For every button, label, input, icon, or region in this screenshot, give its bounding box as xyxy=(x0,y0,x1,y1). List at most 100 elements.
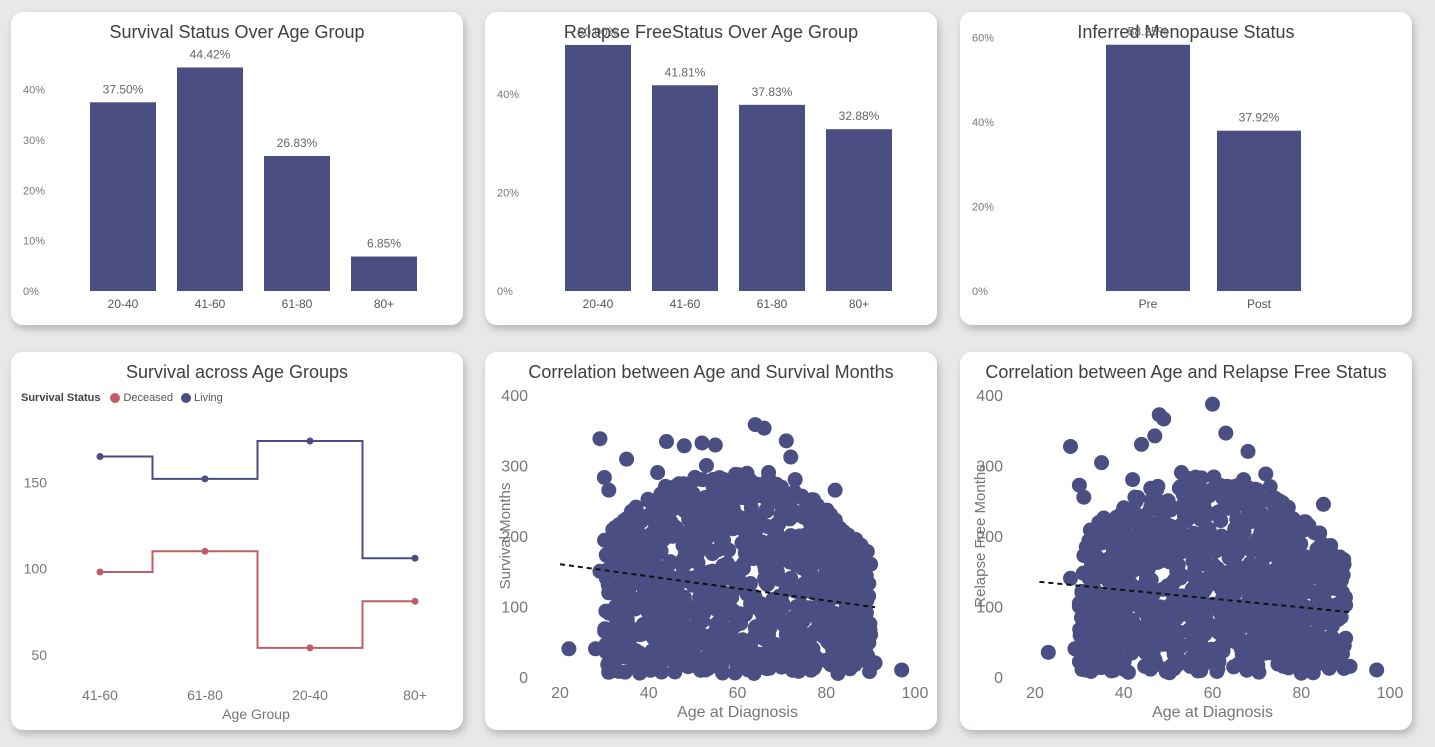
x-axis-title: Age Group xyxy=(222,706,290,722)
scatter-point xyxy=(1249,490,1265,506)
scatter-point xyxy=(1233,606,1249,622)
scatter-point xyxy=(679,600,695,616)
data-label: 44.42% xyxy=(190,47,231,61)
scatter-point xyxy=(616,579,632,595)
scatter-point xyxy=(694,509,710,525)
y-tick-label: 0% xyxy=(23,286,39,298)
legend-item-deceased[interactable]: Deceased xyxy=(110,392,173,404)
legend-item-living[interactable]: Living xyxy=(181,392,223,404)
bar xyxy=(565,44,631,291)
scatter-point xyxy=(1197,555,1213,571)
scatter-point xyxy=(1211,504,1227,520)
scatter-point xyxy=(761,470,777,486)
y-tick-label: 40% xyxy=(23,85,45,97)
trend-line xyxy=(1039,580,1351,614)
scatter-point xyxy=(1108,515,1124,531)
scatter-point xyxy=(1150,502,1166,518)
scatter-point xyxy=(1116,629,1132,645)
scatter-point xyxy=(1172,624,1188,640)
scatter-point xyxy=(1146,516,1162,532)
scatter-point xyxy=(1315,496,1331,512)
scatter-point xyxy=(730,485,746,501)
scatter-point xyxy=(766,606,782,622)
scatter-point xyxy=(1207,543,1223,559)
scatter-point xyxy=(786,484,802,500)
scatter-point xyxy=(629,552,645,568)
scatter-point xyxy=(1101,552,1117,568)
scatter-point xyxy=(715,538,731,554)
scatter-point xyxy=(632,539,648,555)
scatter-point xyxy=(1111,568,1127,584)
scatter-point xyxy=(1218,425,1234,441)
y-tick-label: 0 xyxy=(519,670,528,687)
scatter-point xyxy=(728,466,744,482)
scatter-point xyxy=(1173,567,1189,583)
scatter-point xyxy=(1145,586,1161,602)
scatter-point xyxy=(693,662,709,678)
scatter-points xyxy=(561,417,910,681)
scatter-point xyxy=(1218,606,1234,622)
scatter-point xyxy=(774,532,790,548)
scatter-point xyxy=(1268,530,1284,546)
scatter-point xyxy=(846,533,862,549)
y-tick-label: 10% xyxy=(23,236,45,248)
bar xyxy=(90,102,156,292)
scatter-point xyxy=(1159,578,1175,594)
scatter-point xyxy=(1264,585,1280,601)
x-tick-label: 60 xyxy=(729,685,747,702)
scatter-points xyxy=(1040,396,1385,681)
scatter-point xyxy=(772,545,788,561)
scatter-point xyxy=(653,501,669,517)
bar xyxy=(739,104,805,291)
y-tick-label: 100 xyxy=(501,600,528,617)
legend: Survival Status Deceased Living xyxy=(21,392,227,404)
scatter-point xyxy=(1132,585,1148,601)
scatter-point xyxy=(1094,610,1110,626)
scatter-point xyxy=(735,560,751,576)
scatter-point xyxy=(1240,443,1256,459)
scatter-point xyxy=(1198,608,1214,624)
scatter-point xyxy=(743,473,759,489)
scatter-point xyxy=(783,449,799,465)
scatter-point xyxy=(1162,549,1178,565)
scatter-point xyxy=(862,664,878,680)
scatter-point xyxy=(1197,626,1213,642)
scatter-point xyxy=(611,591,627,607)
chart-title: Survival across Age Groups xyxy=(125,362,349,382)
chart-title: Correlation between Age and Relapse Free… xyxy=(985,362,1387,382)
scatter-point xyxy=(811,615,827,631)
scatter-point xyxy=(1134,436,1149,452)
scatter-point xyxy=(1235,488,1251,504)
scatter-point xyxy=(1184,650,1200,666)
scatter-point xyxy=(1254,630,1270,646)
scatter-point xyxy=(727,651,743,667)
y-tick-label: 200 xyxy=(976,529,1003,546)
scatter-point xyxy=(1170,528,1186,544)
scatter-point xyxy=(745,490,761,506)
scatter-point xyxy=(806,660,822,676)
scatter-point xyxy=(684,543,700,559)
scatter-point xyxy=(668,498,684,514)
scatter-point xyxy=(1326,578,1342,594)
scatter-point xyxy=(650,465,666,481)
scatter-point xyxy=(806,492,822,508)
scatter-point xyxy=(707,437,723,453)
chart-title: Relapse FreeStatus Over Age Group xyxy=(563,22,859,42)
series-point xyxy=(96,568,104,576)
scatter-point xyxy=(592,431,608,447)
scatter-point xyxy=(1310,592,1326,608)
scatter-point xyxy=(704,546,720,562)
relapse-free-bar-chart: 0% 20% 40% 50.00% 20-40 41.81% 41-60 37.83% 61-8… xyxy=(497,25,892,311)
scatter-point xyxy=(1138,618,1154,634)
x-tick-label: 61-80 xyxy=(187,687,223,703)
trend-line xyxy=(559,563,876,609)
scatter-point xyxy=(1320,563,1336,579)
scatter-point xyxy=(717,480,733,496)
series-point xyxy=(306,437,314,445)
y-tick-label: 100 xyxy=(24,561,48,577)
scatter-point xyxy=(1111,616,1127,632)
scatter-point xyxy=(1090,597,1106,613)
scatter-point xyxy=(801,604,817,620)
bar xyxy=(264,155,330,291)
scatter-point xyxy=(686,472,702,488)
